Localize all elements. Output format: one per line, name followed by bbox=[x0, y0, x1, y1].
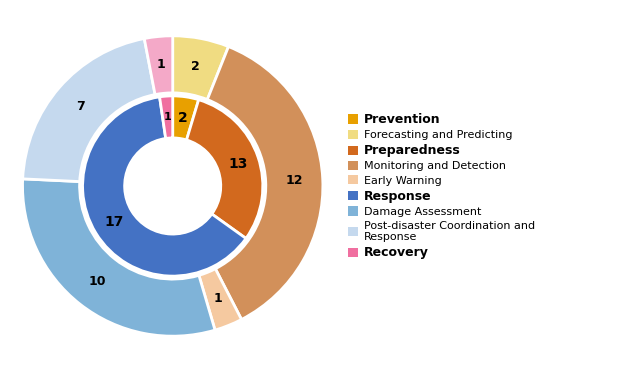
Wedge shape bbox=[207, 46, 323, 320]
Text: 7: 7 bbox=[77, 100, 85, 113]
Wedge shape bbox=[83, 97, 246, 276]
Text: 1: 1 bbox=[157, 58, 166, 71]
Wedge shape bbox=[173, 96, 198, 140]
Text: 10: 10 bbox=[89, 275, 106, 288]
Wedge shape bbox=[160, 96, 173, 138]
Wedge shape bbox=[173, 36, 229, 100]
Text: 1: 1 bbox=[164, 112, 171, 122]
Legend: Prevention, Forecasting and Predicting, Preparedness, Monitoring and Detection, : Prevention, Forecasting and Predicting, … bbox=[345, 109, 538, 263]
Text: 1: 1 bbox=[214, 292, 222, 305]
Text: 2: 2 bbox=[192, 60, 200, 73]
Circle shape bbox=[124, 138, 221, 234]
Text: 13: 13 bbox=[229, 157, 248, 171]
Wedge shape bbox=[23, 39, 155, 182]
Text: 2: 2 bbox=[178, 110, 188, 125]
Text: 17: 17 bbox=[104, 215, 124, 229]
Wedge shape bbox=[187, 100, 263, 238]
Text: 12: 12 bbox=[286, 174, 303, 187]
Wedge shape bbox=[144, 36, 173, 94]
Wedge shape bbox=[23, 179, 215, 336]
Wedge shape bbox=[199, 269, 242, 330]
